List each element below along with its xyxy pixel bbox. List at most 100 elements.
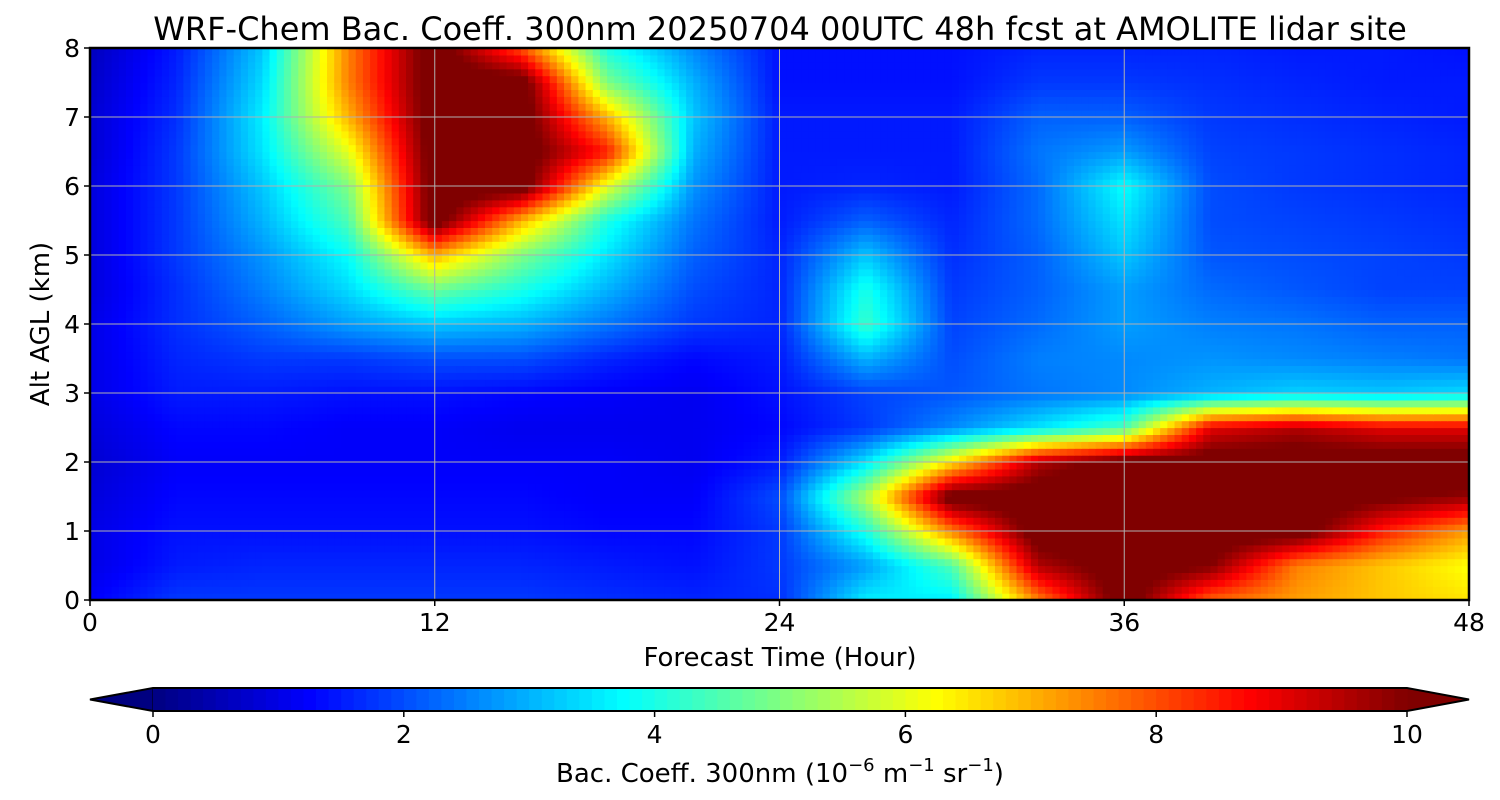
heatmap-cell: [1131, 531, 1139, 539]
heatmap-cell: [298, 483, 306, 491]
heatmap-cell: [399, 455, 407, 463]
heatmap-cell: [1261, 462, 1269, 470]
heatmap-cell: [1383, 579, 1391, 587]
heatmap-cell: [155, 586, 163, 594]
heatmap-cell: [1124, 455, 1132, 463]
heatmap-cell: [744, 441, 752, 449]
heatmap-cell: [1060, 490, 1068, 498]
heatmap-cell: [1153, 572, 1161, 580]
heatmap-cell: [894, 572, 902, 580]
heatmap-cell: [305, 428, 313, 436]
heatmap-cell: [1333, 455, 1341, 463]
heatmap-cell: [794, 421, 802, 429]
heatmap-cell: [945, 586, 953, 594]
heatmap-cell: [1196, 448, 1204, 456]
heatmap-cell: [219, 448, 227, 456]
heatmap-cell: [363, 428, 371, 436]
heatmap-cell: [1203, 579, 1211, 587]
heatmap-cell: [815, 503, 823, 511]
heatmap-cell: [370, 531, 378, 539]
heatmap-cell: [528, 524, 536, 532]
heatmap-cell: [384, 538, 392, 546]
heatmap-cell: [693, 497, 701, 505]
heatmap-cell: [851, 517, 859, 525]
heatmap-cell: [973, 448, 981, 456]
heatmap-cell: [1182, 572, 1190, 580]
heatmap-cell: [873, 579, 881, 587]
heatmap-cell: [363, 490, 371, 498]
heatmap-cell: [614, 538, 622, 546]
heatmap-cell: [226, 469, 234, 477]
heatmap-cell: [133, 566, 141, 574]
heatmap-cell: [262, 524, 270, 532]
heatmap-cell: [1009, 503, 1017, 511]
heatmap-cell: [1167, 448, 1175, 456]
heatmap-cell: [621, 579, 629, 587]
heatmap-cell: [499, 434, 507, 442]
heatmap-cell: [1218, 517, 1226, 525]
heatmap-cell: [1376, 503, 1384, 511]
heatmap-cell: [621, 497, 629, 505]
heatmap-cell: [1096, 476, 1104, 484]
heatmap-cell: [1096, 517, 1104, 525]
heatmap-cell: [162, 572, 170, 580]
heatmap-cell: [1096, 531, 1104, 539]
heatmap-cell: [859, 476, 867, 484]
heatmap-cell: [176, 566, 184, 574]
heatmap-cell: [1376, 572, 1384, 580]
heatmap-cell: [1412, 545, 1420, 553]
heatmap-cell: [1433, 579, 1441, 587]
heatmap-cell: [1024, 538, 1032, 546]
heatmap-cell: [205, 510, 213, 518]
heatmap-cell: [1282, 441, 1290, 449]
heatmap-cell: [1368, 448, 1376, 456]
heatmap-cell: [1117, 448, 1125, 456]
heatmap-cell: [1404, 572, 1412, 580]
heatmap-cell: [147, 566, 155, 574]
heatmap-cell: [291, 579, 299, 587]
heatmap-cell: [262, 531, 270, 539]
heatmap-cell: [521, 428, 529, 436]
heatmap-cell: [499, 586, 507, 594]
heatmap-cell: [1325, 510, 1333, 518]
heatmap-cell: [1103, 497, 1111, 505]
heatmap-cell: [1268, 531, 1276, 539]
heatmap-cell: [435, 503, 443, 511]
heatmap-cell: [1455, 566, 1463, 574]
heatmap-cell: [1289, 483, 1297, 491]
heatmap-cell: [284, 441, 292, 449]
heatmap-cell: [413, 538, 421, 546]
heatmap-cell: [535, 462, 543, 470]
heatmap-cell: [1289, 579, 1297, 587]
heatmap-cell: [413, 510, 421, 518]
heatmap-cell: [507, 586, 515, 594]
heatmap-cell: [880, 552, 888, 560]
heatmap-cell: [1218, 538, 1226, 546]
heatmap-cell: [1017, 517, 1025, 525]
heatmap-cell: [420, 469, 428, 477]
heatmap-cell: [1182, 586, 1190, 594]
heatmap-cell: [837, 441, 845, 449]
heatmap-cell: [1153, 538, 1161, 546]
heatmap-cell: [1419, 462, 1427, 470]
heatmap-cell: [1333, 572, 1341, 580]
heatmap-cell: [119, 462, 127, 470]
heatmap-cell: [1146, 524, 1154, 532]
heatmap-cell: [356, 503, 364, 511]
heatmap-cell: [1096, 572, 1104, 580]
heatmap-cell: [1175, 586, 1183, 594]
heatmap-cell: [183, 441, 191, 449]
heatmap-cell: [320, 497, 328, 505]
heatmap-cell: [1139, 586, 1147, 594]
heatmap-cell: [700, 483, 708, 491]
heatmap-cell: [542, 483, 550, 491]
heatmap-cell: [1060, 483, 1068, 491]
heatmap-cell: [679, 566, 687, 574]
heatmap-cell: [435, 545, 443, 553]
heatmap-cell: [722, 503, 730, 511]
heatmap-cell: [377, 579, 385, 587]
heatmap-cell: [744, 545, 752, 553]
heatmap-cell: [1189, 531, 1197, 539]
heatmap-cell: [1081, 448, 1089, 456]
heatmap-cell: [686, 552, 694, 560]
